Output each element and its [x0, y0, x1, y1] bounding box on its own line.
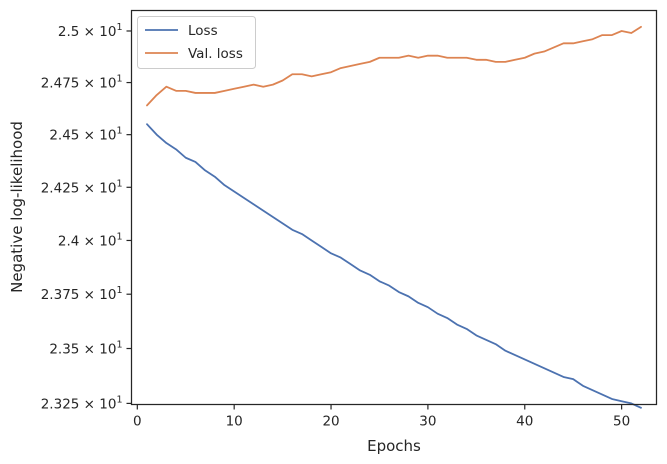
y-tick-label: 2.375 × 101	[41, 285, 123, 303]
series-line-1	[146, 25, 642, 107]
y-tick-label: 2.475 × 101	[41, 74, 123, 92]
x-tick-label: 50	[613, 414, 630, 430]
x-tick-label: 30	[419, 414, 436, 430]
x-tick-label: 40	[516, 414, 533, 430]
axes-frame	[130, 9, 658, 406]
x-axis: 0 10 20 30 40 50	[133, 404, 630, 430]
legend-label-loss: Loss	[188, 23, 218, 39]
legend: Loss Val. loss	[137, 16, 256, 69]
y-tick-label: 2.35 × 101	[49, 340, 122, 358]
y-tick-label: 2.5 × 101	[58, 22, 123, 40]
y-tick-label: 2.4 × 101	[58, 231, 123, 249]
y-tick-label: 2.425 × 101	[41, 178, 123, 196]
series-line-0	[146, 123, 642, 409]
y-axis-label: Negative log-likelihood	[8, 121, 26, 293]
x-tick-label: 0	[133, 414, 142, 430]
x-axis-label: Epochs	[367, 437, 421, 455]
legend-label-val-loss: Val. loss	[188, 46, 243, 62]
y-tick-label: 2.325 × 101	[41, 394, 123, 412]
x-tick-label: 20	[322, 414, 339, 430]
x-tick-label: 10	[226, 414, 243, 430]
y-tick-label: 2.45 × 101	[49, 126, 122, 144]
plot-area	[146, 25, 642, 409]
y-axis: 2.325 × 101 2.35 × 101 2.375 × 101 2.4 × 10…	[41, 22, 132, 412]
